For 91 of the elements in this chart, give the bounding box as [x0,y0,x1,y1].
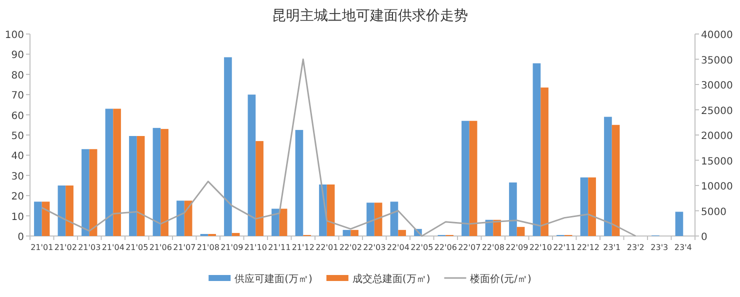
bar [272,208,280,236]
x-tick-label: 21'06 [149,243,172,252]
x-tick-label: 23'3 [650,243,668,252]
bar [588,177,596,236]
y-tick-label: 10 [11,212,24,223]
bar [509,182,517,236]
bar [612,124,620,236]
x-tick-label: 23'1 [603,243,621,252]
bar [493,220,501,236]
bar [532,63,541,236]
bar [152,128,161,236]
bar [160,128,168,236]
chart-title: 昆明主城土地可建面供求价走势 [272,8,468,24]
y2-tick-label: 15000 [701,156,733,168]
bar [279,208,288,236]
legend-label: 成交总建面(万㎡) [352,273,430,285]
bar [89,149,98,236]
x-tick-label: 21'11 [268,243,291,252]
bar [295,130,304,236]
y2-tick-label: 30000 [701,80,733,92]
y-tick-label: 100 [4,30,24,41]
bar [342,230,351,236]
y2-tick-label: 25000 [701,106,733,117]
bar [176,200,184,236]
x-tick-label: 21'05 [126,243,148,252]
x-tick-label: 22'04 [386,243,410,252]
bar [58,186,66,236]
y-tick-label: 30 [11,171,24,182]
x-tick-label: 21'04 [102,243,124,252]
bar [34,202,42,236]
x-tick-label: 21'03 [78,243,101,252]
x-tick-label: 21'12 [292,243,314,252]
bar [248,94,256,236]
y2-tick-label: 20000 [701,131,733,142]
y-tick-label: 50 [11,131,24,142]
bar [66,186,74,236]
y2-tick-label: 40000 [701,30,733,41]
y-tick-label: 90 [11,50,24,62]
y-tick-label: 80 [11,70,24,82]
bar [42,202,50,236]
y-tick-label: 40 [11,151,24,162]
x-tick-label: 21'07 [173,243,196,252]
bar [462,120,470,236]
x-tick-label: 22'02 [339,243,362,252]
bar [516,226,525,236]
x-tick-label: 22'06 [434,243,457,252]
bar [469,120,478,236]
y2-tick-label: 35000 [701,55,733,66]
x-tick-label: 23'2 [626,243,644,252]
bar [350,230,358,236]
x-tick-label: 21'09 [220,243,244,252]
bar [105,108,114,236]
x-tick-label: 22'09 [506,243,528,252]
x-tick-label: 22'08 [482,243,504,252]
bar [366,202,374,236]
x-tick-label: 22'07 [458,243,481,252]
x-tick-label: 21'02 [54,243,77,252]
bar [232,232,240,236]
x-tick-label: 21'08 [196,243,220,252]
y2-tick-label: 10000 [701,182,733,192]
bar [604,116,612,236]
bar [113,108,121,236]
y2-tick-label: 5000 [701,206,726,218]
y2-tick-label: 0 [701,232,708,243]
bar [390,202,398,236]
x-tick-label: 22'12 [576,243,600,252]
legend-label: 楼面价(元/㎡) [470,273,532,285]
bar [82,149,90,236]
bar [129,136,137,236]
x-tick-label: 21'10 [244,243,267,252]
y-tick-label: 20 [11,192,24,203]
x-tick-label: 22'01 [316,243,338,252]
x-tick-label: 22'11 [553,243,576,252]
x-tick-label: 21'01 [30,243,54,252]
y-tick-label: 0 [18,232,24,243]
legend-label: 供应可建面(万㎡) [234,273,313,285]
bar [675,212,684,236]
bar [326,184,335,236]
bar [540,88,548,236]
y-tick-label: 60 [11,110,24,122]
y-tick-label: 70 [11,90,24,102]
x-tick-label: 23'4 [674,243,692,252]
bar [398,230,406,236]
bar [136,136,145,236]
bar [256,141,264,236]
x-tick-label: 22'03 [363,243,386,252]
bar [224,57,232,236]
bar [374,202,382,236]
bar [580,177,588,236]
x-tick-label: 22'05 [410,243,434,252]
x-tick-label: 22'10 [529,243,552,252]
